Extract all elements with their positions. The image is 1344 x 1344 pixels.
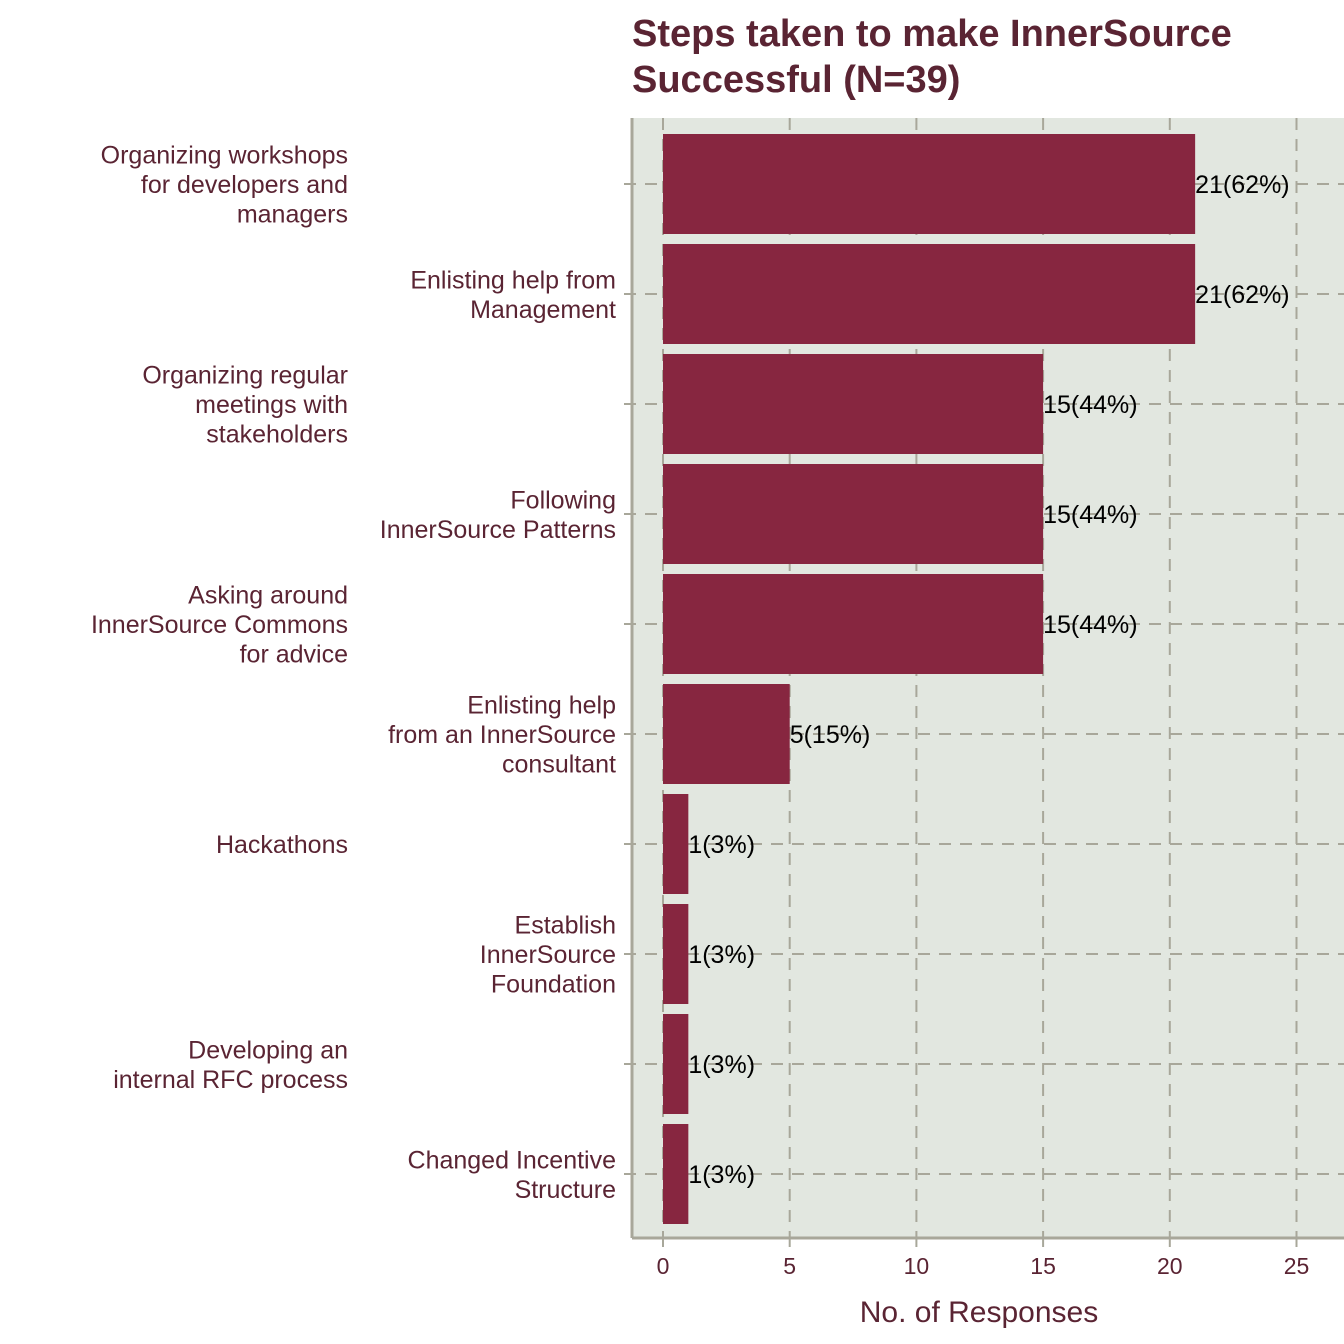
category-label-2-line-1: meetings with — [195, 391, 348, 419]
x-tick-label-25: 25 — [1284, 1253, 1310, 1279]
x-tick-label-0: 0 — [657, 1253, 670, 1279]
category-label-7-line-1: InnerSource — [480, 941, 616, 969]
data-label-0: 21(62%) — [1195, 171, 1290, 199]
data-label-1: 21(62%) — [1195, 281, 1290, 309]
category-label-2-line-2: stakeholders — [206, 421, 348, 449]
data-label-7: 1(3%) — [688, 941, 755, 969]
bar-4 — [663, 574, 1044, 674]
category-label-6-line-0: Hackathons — [216, 831, 348, 859]
data-label-6: 1(3%) — [688, 831, 755, 859]
category-label-2-line-0: Organizing regular — [142, 362, 348, 390]
bar-7 — [663, 904, 689, 1004]
x-tick-label-5: 5 — [783, 1253, 796, 1279]
category-label-5-line-0: Enlisting help — [467, 692, 616, 720]
x-axis-title: No. of Responses — [860, 1296, 1098, 1329]
category-label-5-line-1: from an InnerSource — [388, 721, 616, 749]
category-label-1-line-1: Management — [470, 296, 616, 324]
bar-8 — [663, 1014, 689, 1114]
category-label-9-line-1: Structure — [515, 1176, 616, 1204]
category-label-4-line-1: InnerSource Commons — [91, 611, 348, 639]
bar-2 — [663, 354, 1044, 454]
category-label-8-line-1: internal RFC process — [113, 1066, 348, 1094]
chart-title-line-1: Steps taken to make InnerSource — [632, 13, 1232, 55]
category-label-0-line-0: Organizing workshops — [101, 142, 348, 170]
bar-0 — [663, 134, 1196, 234]
category-label-8-line-0: Developing an — [188, 1036, 348, 1064]
bar-1 — [663, 244, 1196, 344]
category-label-3-line-1: InnerSource Patterns — [380, 516, 616, 544]
bar-3 — [663, 464, 1044, 564]
category-label-7-line-0: Establish — [515, 912, 616, 940]
data-label-4: 15(44%) — [1043, 611, 1138, 639]
category-label-5-line-2: consultant — [502, 751, 616, 779]
category-label-0-line-2: managers — [237, 201, 348, 229]
x-tick-label-10: 10 — [904, 1253, 930, 1279]
category-label-9-line-0: Changed Incentive — [408, 1146, 616, 1174]
bar-5 — [663, 684, 790, 784]
bars — [663, 134, 1196, 1224]
category-label-0-line-1: for developers and — [141, 171, 348, 199]
x-tick-label-20: 20 — [1157, 1253, 1183, 1279]
bar-9 — [663, 1124, 689, 1224]
category-label-4-line-2: for advice — [240, 641, 348, 669]
chart-title-line-2: Successful (N=39) — [632, 59, 960, 101]
data-label-8: 1(3%) — [688, 1051, 755, 1079]
category-label-3-line-0: Following — [510, 486, 616, 514]
data-label-9: 1(3%) — [688, 1161, 755, 1189]
category-label-7-line-2: Foundation — [491, 971, 616, 999]
data-labels: 21(62%) 21(62%) 15(44%) 15(44%) 15(44%) 5(15%… — [688, 171, 1289, 1189]
bar-6 — [663, 794, 689, 894]
category-label-1-line-0: Enlisting help from — [410, 266, 616, 294]
data-label-5: 5(15%) — [790, 721, 871, 749]
category-label-4-line-0: Asking around — [188, 582, 348, 610]
x-axis: 0 5 10 15 20 25 — [630, 118, 1344, 1279]
x-tick-label-15: 15 — [1030, 1253, 1056, 1279]
data-label-2: 15(44%) — [1043, 391, 1138, 419]
data-label-3: 15(44%) — [1043, 501, 1138, 529]
